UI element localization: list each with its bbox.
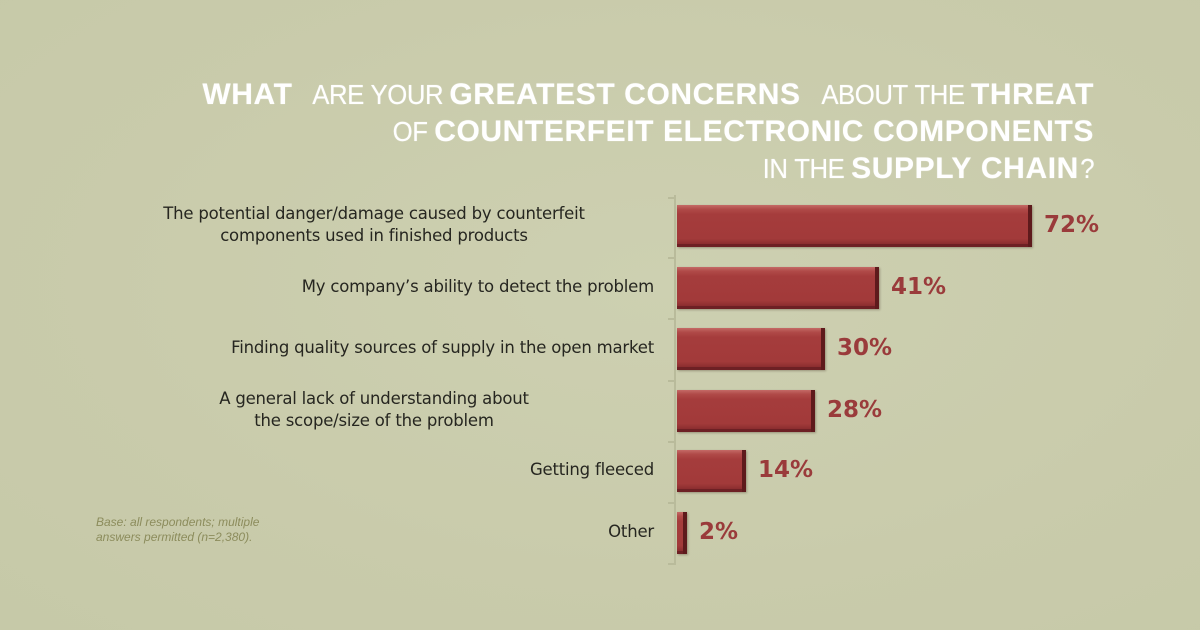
bar — [677, 450, 746, 492]
title-segment: WHAT — [202, 78, 293, 111]
category-label: My company’s ability to detect the probl… — [301, 277, 654, 296]
axis-tick — [668, 318, 675, 320]
title-segment: ARE YOUR — [305, 79, 450, 110]
axis-tick — [668, 257, 675, 259]
category-label: The potential danger/damage caused by co… — [163, 204, 585, 245]
value-label: 14% — [758, 457, 814, 483]
bar — [677, 390, 815, 432]
value-label: 28% — [827, 397, 883, 423]
axis-tick — [668, 563, 675, 565]
axis-tick — [668, 380, 675, 382]
title-segment: ? — [1080, 153, 1094, 184]
title-segment: ABOUT THE — [814, 79, 971, 110]
category-label: A general lack of understanding about the… — [219, 389, 529, 430]
category-label: Other — [608, 522, 654, 541]
base-note-line-2: answers permitted (n=2,380). — [96, 530, 253, 544]
value-label: 41% — [891, 274, 947, 300]
bar-row: A general lack of understanding about the… — [0, 0, 1200, 432]
bar — [677, 512, 687, 554]
title-line-2: OF COUNTERFEIT ELECTRONIC COMPONENTS — [202, 113, 1094, 150]
title-line-1: WHAT ARE YOUR GREATEST CONCERNS ABOUT TH… — [202, 76, 1094, 113]
title-segment: COUNTERFEIT ELECTRONIC COMPONENTS — [434, 115, 1094, 148]
bar-row: Other 2% — [0, 0, 1200, 554]
bar — [677, 328, 825, 370]
title-segment: OF — [392, 116, 435, 147]
bar-row: The potential danger/damage caused by co… — [0, 0, 1200, 247]
category-label: Getting fleeced — [529, 460, 654, 479]
base-note: Base: all respondents; multiple answers … — [96, 515, 259, 545]
title-segment: THREAT — [970, 78, 1094, 111]
chart-title: WHAT ARE YOUR GREATEST CONCERNS ABOUT TH… — [202, 76, 1094, 187]
category-label: Finding quality sources of supply in the… — [231, 338, 654, 357]
axis-tick — [668, 502, 675, 504]
title-segment: SUPPLY CHAIN — [851, 152, 1079, 185]
value-label: 2% — [699, 519, 739, 545]
category-axis — [674, 195, 676, 565]
bar — [677, 205, 1032, 247]
base-note-line-1: Base: all respondents; multiple — [96, 515, 260, 529]
title-segment: IN THE — [762, 153, 852, 184]
axis-tick — [668, 441, 675, 443]
value-label: 30% — [837, 335, 893, 361]
value-label: 72% — [1044, 212, 1100, 238]
bar-row: My company’s ability to detect the probl… — [0, 0, 1200, 309]
title-segment: GREATEST CONCERNS — [449, 78, 801, 111]
bar-row: Getting fleeced 14% — [0, 0, 1200, 492]
axis-tick — [668, 197, 675, 199]
bar — [677, 267, 879, 309]
bar-row: Finding quality sources of supply in the… — [0, 0, 1200, 370]
title-line-3: IN THE SUPPLY CHAIN? — [202, 150, 1095, 187]
